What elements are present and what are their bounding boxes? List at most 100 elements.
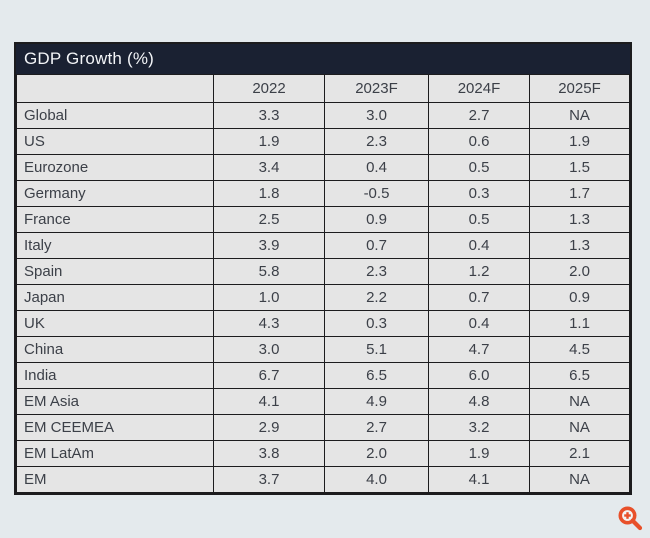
value-cell: -0.5 (324, 180, 429, 207)
header-2024f: 2024F (428, 74, 530, 103)
value-cell: 4.3 (213, 310, 325, 337)
value-cell: 4.5 (529, 336, 630, 363)
table-row: Japan 1.0 2.2 0.7 0.9 (16, 284, 630, 311)
header-empty (16, 74, 214, 103)
value-cell: 1.0 (213, 284, 325, 311)
value-cell: 5.1 (324, 336, 429, 363)
table-row: Germany 1.8 -0.5 0.3 1.7 (16, 180, 630, 207)
value-cell: 0.4 (324, 154, 429, 181)
value-cell: 0.7 (324, 232, 429, 259)
table-row: Spain 5.8 2.3 1.2 2.0 (16, 258, 630, 285)
value-cell: 2.0 (324, 440, 429, 467)
value-cell: 2.5 (213, 206, 325, 233)
row-label: US (16, 128, 214, 155)
table-row: China 3.0 5.1 4.7 4.5 (16, 336, 630, 363)
value-cell: 1.9 (428, 440, 530, 467)
row-label: UK (16, 310, 214, 337)
table-row: Eurozone 3.4 0.4 0.5 1.5 (16, 154, 630, 181)
value-cell: 3.0 (213, 336, 325, 363)
header-2023f: 2023F (324, 74, 429, 103)
gdp-growth-table-panel: GDP Growth (%) 2022 2023F 2024F 2025F Gl… (14, 42, 632, 495)
value-cell: NA (529, 388, 630, 415)
value-cell: 1.9 (213, 128, 325, 155)
table-title: GDP Growth (%) (16, 44, 630, 74)
value-cell: 3.3 (213, 102, 325, 129)
table-row: Global 3.3 3.0 2.7 NA (16, 102, 630, 129)
value-cell: 4.8 (428, 388, 530, 415)
value-cell: 2.9 (213, 414, 325, 441)
table-row: India 6.7 6.5 6.0 6.5 (16, 362, 630, 389)
value-cell: 0.3 (324, 310, 429, 337)
value-cell: 3.0 (324, 102, 429, 129)
table-row: EM LatAm 3.8 2.0 1.9 2.1 (16, 440, 630, 467)
value-cell: 4.9 (324, 388, 429, 415)
value-cell: 3.8 (213, 440, 325, 467)
value-cell: NA (529, 414, 630, 441)
value-cell: 1.3 (529, 232, 630, 259)
row-label: China (16, 336, 214, 363)
table-row: EM CEEMEA 2.9 2.7 3.2 NA (16, 414, 630, 441)
value-cell: 1.1 (529, 310, 630, 337)
value-cell: 2.3 (324, 128, 429, 155)
row-label: India (16, 362, 214, 389)
row-label: Japan (16, 284, 214, 311)
value-cell: 2.3 (324, 258, 429, 285)
table-row: France 2.5 0.9 0.5 1.3 (16, 206, 630, 233)
value-cell: 0.4 (428, 310, 530, 337)
value-cell: 1.9 (529, 128, 630, 155)
value-cell: 4.0 (324, 466, 429, 493)
value-cell: 0.9 (529, 284, 630, 311)
row-label: Spain (16, 258, 214, 285)
zoom-in-icon[interactable] (616, 504, 644, 532)
header-2022: 2022 (213, 74, 325, 103)
value-cell: 0.3 (428, 180, 530, 207)
value-cell: 2.7 (324, 414, 429, 441)
value-cell: 6.5 (529, 362, 630, 389)
value-cell: 1.2 (428, 258, 530, 285)
row-label: Italy (16, 232, 214, 259)
value-cell: 1.3 (529, 206, 630, 233)
value-cell: 3.9 (213, 232, 325, 259)
value-cell: 3.4 (213, 154, 325, 181)
value-cell: 3.7 (213, 466, 325, 493)
value-cell: 0.7 (428, 284, 530, 311)
value-cell: 6.7 (213, 362, 325, 389)
value-cell: 0.5 (428, 206, 530, 233)
table-row: EM Asia 4.1 4.9 4.8 NA (16, 388, 630, 415)
row-label: EM LatAm (16, 440, 214, 467)
value-cell: 2.1 (529, 440, 630, 467)
value-cell: 0.6 (428, 128, 530, 155)
value-cell: 0.9 (324, 206, 429, 233)
value-cell: 4.1 (213, 388, 325, 415)
row-label: EM (16, 466, 214, 493)
value-cell: 1.8 (213, 180, 325, 207)
table-row: Italy 3.9 0.7 0.4 1.3 (16, 232, 630, 259)
header-row: 2022 2023F 2024F 2025F (16, 74, 630, 103)
value-cell: 4.7 (428, 336, 530, 363)
table-row: UK 4.3 0.3 0.4 1.1 (16, 310, 630, 337)
value-cell: 0.4 (428, 232, 530, 259)
value-cell: 2.7 (428, 102, 530, 129)
value-cell: 2.2 (324, 284, 429, 311)
value-cell: 6.0 (428, 362, 530, 389)
row-label: EM Asia (16, 388, 214, 415)
row-label: Germany (16, 180, 214, 207)
row-label: EM CEEMEA (16, 414, 214, 441)
value-cell: 6.5 (324, 362, 429, 389)
value-cell: 3.2 (428, 414, 530, 441)
table-row: US 1.9 2.3 0.6 1.9 (16, 128, 630, 155)
table-row: EM 3.7 4.0 4.1 NA (16, 466, 630, 493)
value-cell: 5.8 (213, 258, 325, 285)
value-cell: 1.7 (529, 180, 630, 207)
row-label: France (16, 206, 214, 233)
value-cell: 1.5 (529, 154, 630, 181)
row-label: Global (16, 102, 214, 129)
header-2025f: 2025F (529, 74, 630, 103)
value-cell: NA (529, 102, 630, 129)
value-cell: 4.1 (428, 466, 530, 493)
value-cell: 2.0 (529, 258, 630, 285)
row-label: Eurozone (16, 154, 214, 181)
value-cell: NA (529, 466, 630, 493)
gdp-growth-table: 2022 2023F 2024F 2025F Global 3.3 3.0 2.… (16, 74, 630, 493)
